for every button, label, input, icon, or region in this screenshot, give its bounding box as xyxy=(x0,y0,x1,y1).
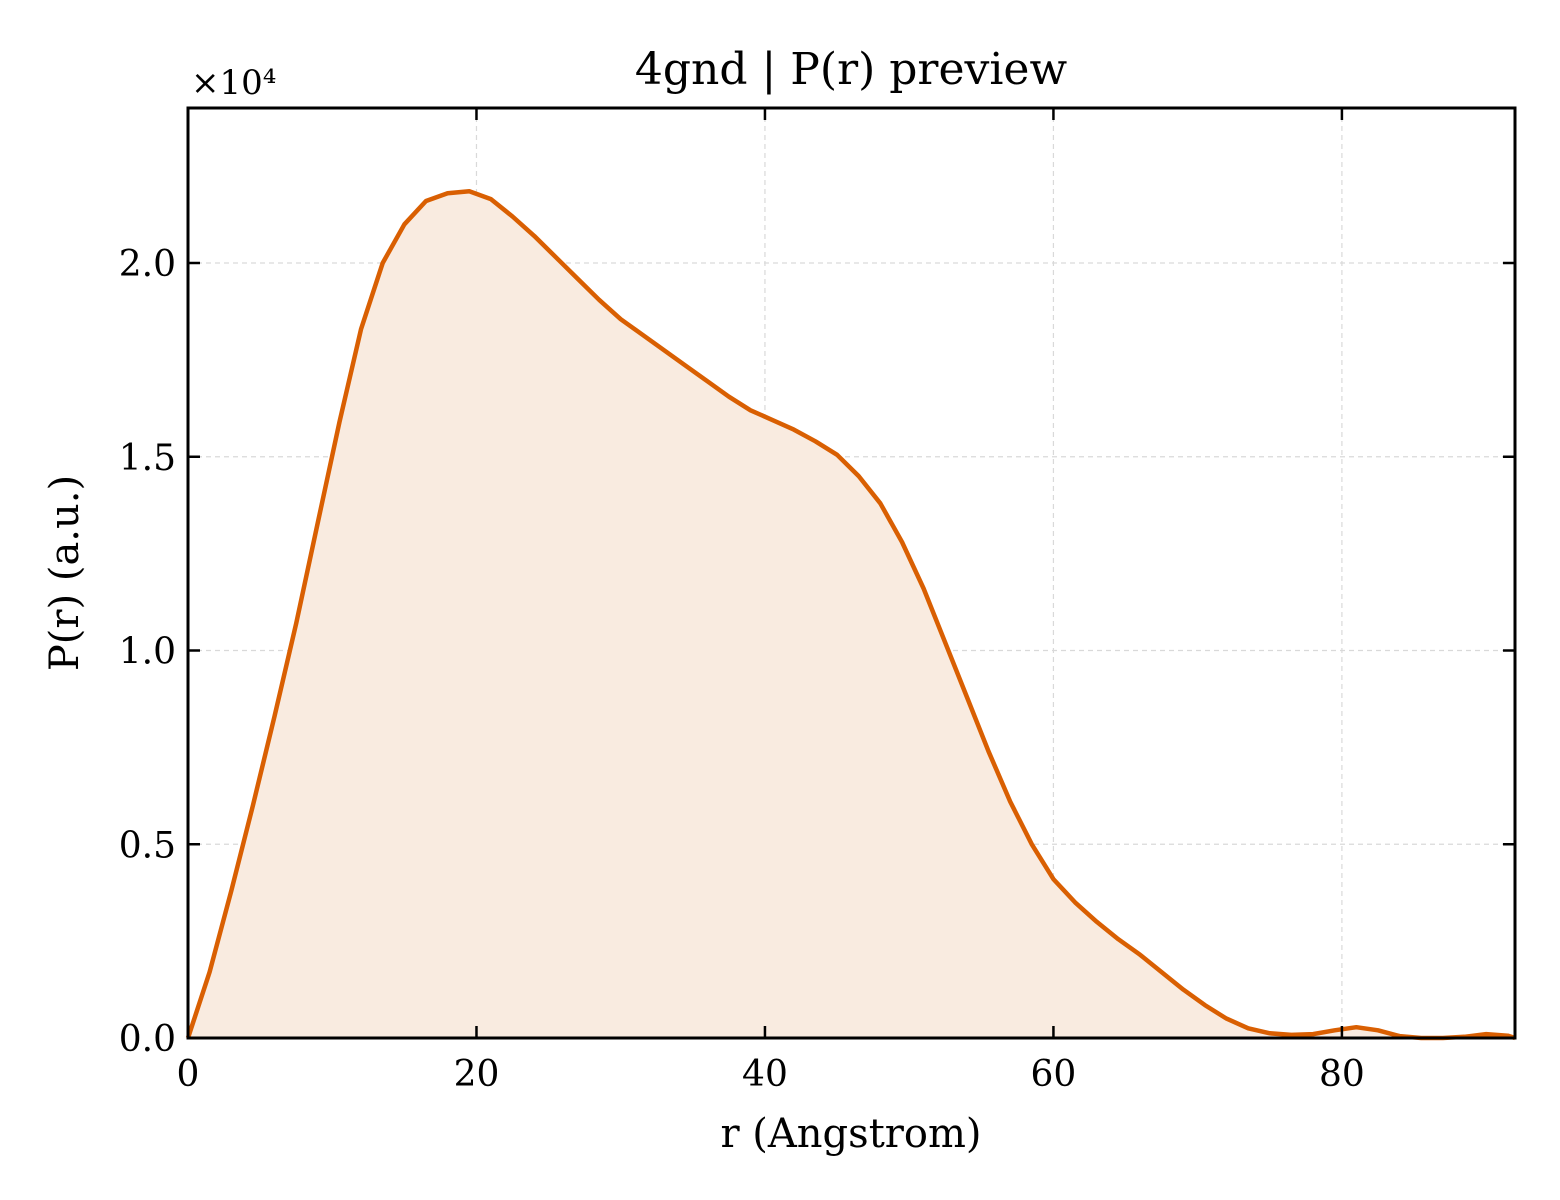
x-axis-label: r (Angstrom) xyxy=(720,1111,981,1157)
x-tick-label: 80 xyxy=(1319,1054,1365,1095)
y-tick-label: 0.5 xyxy=(119,825,176,866)
series-area xyxy=(188,191,1515,1039)
x-tick-label: 60 xyxy=(1031,1054,1077,1095)
x-tick-label: 40 xyxy=(742,1054,788,1095)
plot-frame xyxy=(186,106,1517,1040)
y-axis-label: P(r) (a.u.) xyxy=(42,475,88,671)
y-tick-label: 1.5 xyxy=(119,438,176,479)
y-tick-label: 2.0 xyxy=(119,244,176,285)
y-tick-label: 1.0 xyxy=(119,632,176,673)
y-offset-label: ×10⁴ xyxy=(191,63,276,103)
ticks: 0 20 40 60 80 0.0 0.5 1.0 1.5 2.0 xyxy=(119,108,1515,1095)
x-tick-label: 20 xyxy=(454,1054,500,1095)
y-tick-label: 0.0 xyxy=(119,1019,176,1060)
chart-title: 4gnd | P(r) preview xyxy=(635,44,1068,95)
x-tick-label: 0 xyxy=(177,1054,200,1095)
plot-area xyxy=(185,189,1516,1041)
series-line xyxy=(185,189,1516,1041)
